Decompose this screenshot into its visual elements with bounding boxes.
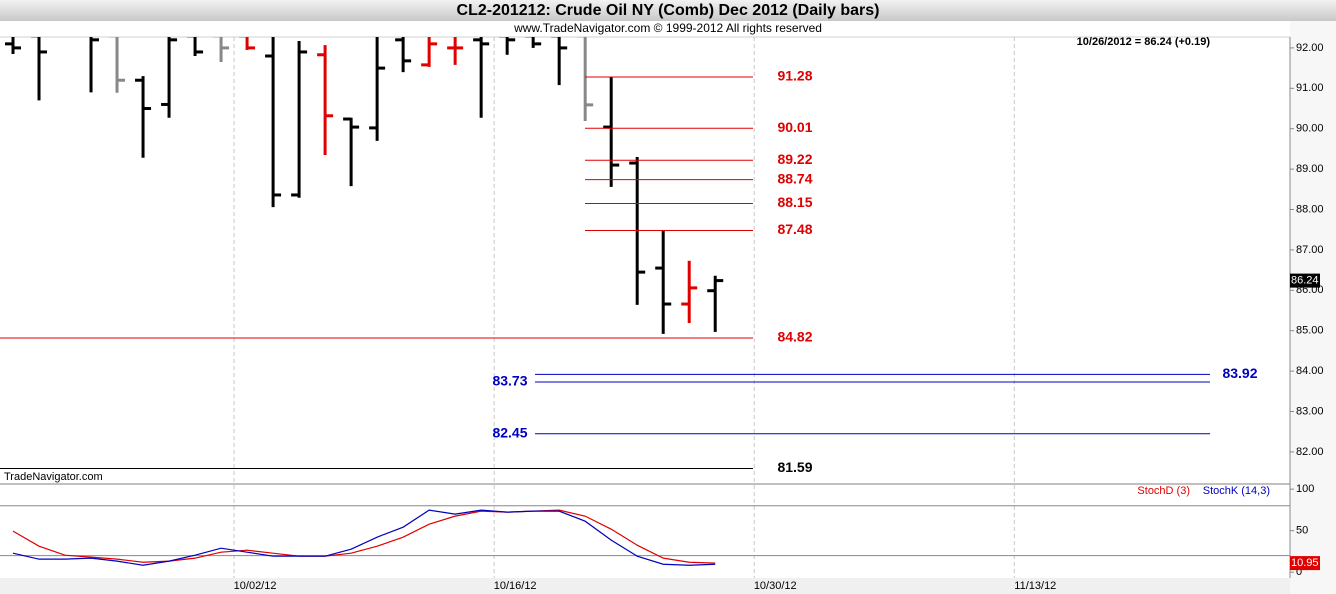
quote: 10/26/2012 = 86.24 (+0.19)	[1077, 36, 1211, 48]
x-tick-label: 10/16/12	[494, 580, 537, 592]
level-label: 81.59	[777, 459, 812, 475]
chart-title: CL2-201212: Crude Oil NY (Comb) Dec 2012…	[457, 2, 880, 19]
last-price-label: 86.24	[1291, 275, 1319, 287]
y-tick-label: 84.00	[1296, 365, 1324, 377]
x-axis-area	[0, 578, 1290, 594]
overlay: 10/02/12 10/16/12 10/30/12 11/13/12 82.00 83.…	[0, 42, 1324, 592]
stoch-plot	[0, 485, 1290, 578]
level-label: 89.22	[777, 151, 812, 167]
y-tick-label: 90.00	[1296, 123, 1324, 135]
legend-entry: StochK (14,3)	[1203, 485, 1270, 497]
subtitle: www.TradeNavigator.com © 1999-2012 All r…	[513, 21, 822, 35]
y-tick-label: 88.00	[1296, 203, 1324, 215]
y-tick-label: 82.00	[1296, 446, 1324, 458]
title-bar	[0, 0, 1336, 21]
y-tick-label: 89.00	[1296, 163, 1324, 175]
legend-entry: StochD (3)	[1137, 485, 1190, 497]
level-label: 83.92	[1222, 365, 1257, 381]
axis-area	[1290, 21, 1336, 594]
x-tick-label: 10/02/12	[234, 580, 277, 592]
price-plot	[5, 37, 1015, 483]
y-tick-label: 91.00	[1296, 82, 1324, 94]
watermark: TradeNavigator.com	[4, 471, 103, 483]
level-label: 90.01	[777, 119, 812, 135]
last-price-box	[1290, 273, 1320, 288]
x-tick-label: 10/30/12	[754, 580, 797, 592]
y-tick-label: 85.00	[1296, 325, 1324, 337]
y-tick-label: 100	[1296, 483, 1314, 495]
y-tick-label: 92.00	[1296, 42, 1324, 54]
stoch-line	[12, 509, 716, 564]
last-value-box	[1290, 556, 1320, 571]
level-label: 82.45	[492, 424, 527, 440]
y-tick-label: 83.00	[1296, 405, 1324, 417]
y-tick-label: 87.00	[1296, 244, 1324, 256]
y-tick-label: 0	[1296, 566, 1302, 578]
level-label: 87.48	[777, 221, 812, 237]
level-label: 88.74	[777, 170, 812, 186]
last-value-label: 10.95	[1291, 557, 1319, 569]
stoch-line	[12, 509, 716, 566]
level-label: 91.28	[777, 68, 812, 84]
level-label: 88.15	[777, 194, 812, 210]
level-label: 83.73	[492, 373, 527, 389]
x-tick-label: 11/13/12	[1014, 580, 1056, 592]
panel-separator	[0, 483, 1290, 485]
y-tick-label: 50	[1296, 525, 1308, 537]
level-label: 84.82	[777, 329, 812, 345]
